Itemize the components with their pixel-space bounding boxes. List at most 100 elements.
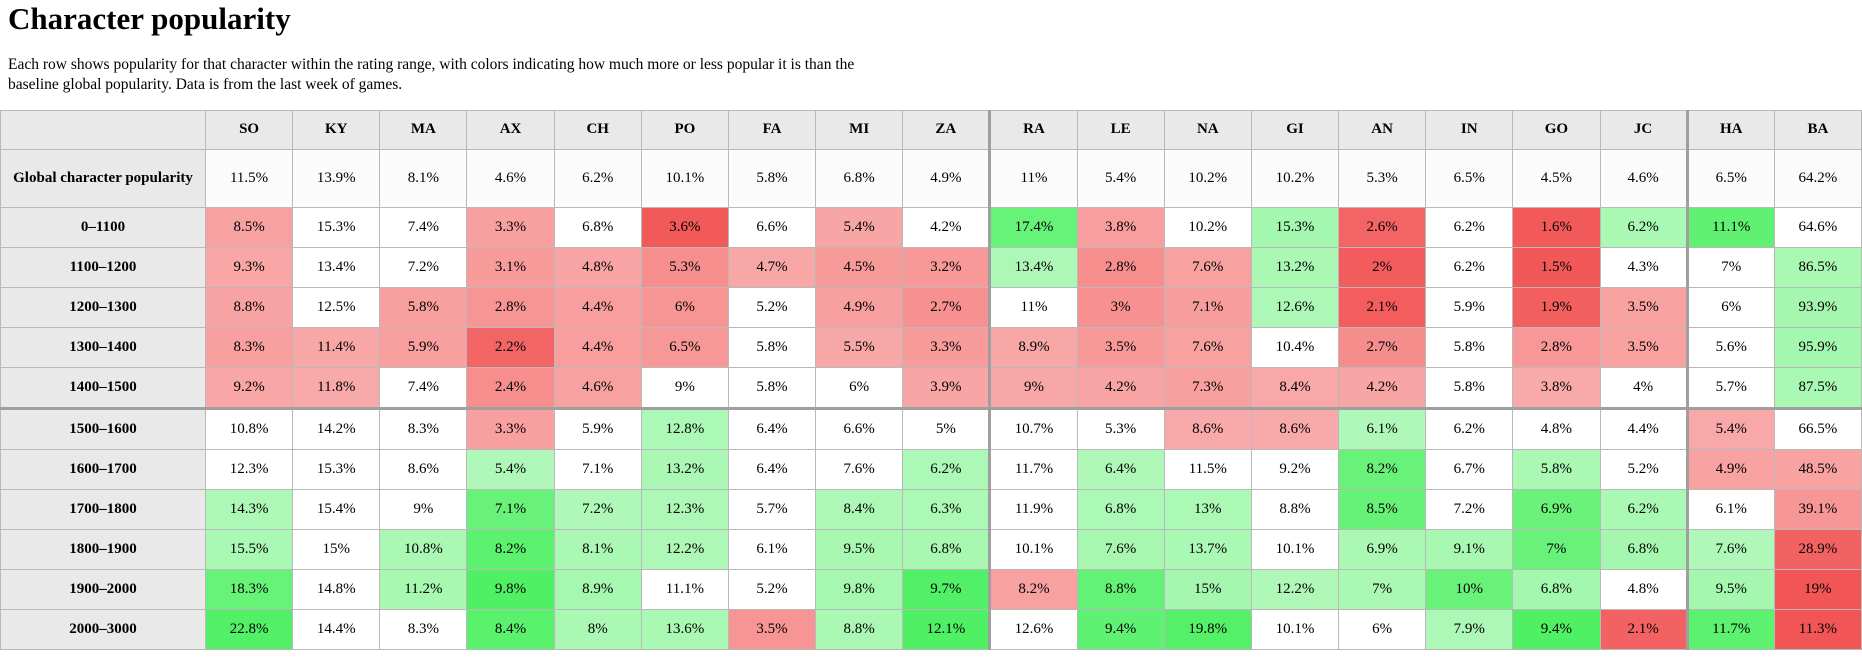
value-cell: 2.1% bbox=[1599, 608, 1688, 650]
value-cell: 13.7% bbox=[1163, 528, 1252, 570]
value-cell: 7.2% bbox=[1425, 488, 1514, 530]
value-cell: 5.8% bbox=[1425, 326, 1514, 368]
value-cell: 9% bbox=[640, 366, 729, 409]
value-cell: 7.1% bbox=[466, 488, 555, 530]
value-cell: 8.3% bbox=[379, 406, 468, 450]
value-cell: 8.4% bbox=[815, 488, 904, 530]
value-cell: 5.9% bbox=[1425, 286, 1514, 328]
value-cell: 3.8% bbox=[1512, 366, 1601, 409]
value-cell: 64.2% bbox=[1773, 148, 1862, 208]
value-cell: 6.2% bbox=[1425, 246, 1514, 288]
value-cell: 8.8% bbox=[815, 608, 904, 650]
value-cell: 6.8% bbox=[1599, 528, 1688, 570]
baseline-row: Global character popularity 11.5% 13.9% 8.1… bbox=[0, 148, 1862, 208]
value-cell: 15% bbox=[292, 528, 381, 570]
value-cell: 7.3% bbox=[1163, 366, 1252, 409]
rating-range-row: 1100–1200 9.3% 13.4% 7.2% 3.1% 4.8% 5.3% 4.7% 4.… bbox=[0, 246, 1862, 288]
value-cell: 18.3% bbox=[204, 568, 294, 610]
column-header-jc: JC bbox=[1599, 109, 1688, 150]
column-header-ax: AX bbox=[466, 109, 555, 150]
value-cell: 11.9% bbox=[988, 488, 1078, 530]
column-header-na: NA bbox=[1163, 109, 1252, 150]
value-cell: 10.4% bbox=[1250, 326, 1340, 368]
value-cell: 1.9% bbox=[1512, 286, 1601, 328]
value-cell: 13.4% bbox=[292, 246, 381, 288]
value-cell: 5.8% bbox=[379, 286, 468, 328]
value-cell: 6.1% bbox=[727, 528, 817, 570]
value-cell: 14.3% bbox=[204, 488, 294, 530]
value-cell: 19% bbox=[1773, 568, 1862, 610]
value-cell: 7.9% bbox=[1425, 608, 1514, 650]
value-cell: 3.5% bbox=[727, 608, 817, 650]
value-cell: 4.5% bbox=[815, 246, 904, 288]
value-cell: 2.7% bbox=[1338, 326, 1427, 368]
value-cell: 3.8% bbox=[1076, 206, 1165, 248]
value-cell: 8.3% bbox=[379, 608, 468, 650]
value-cell: 7.6% bbox=[1076, 528, 1165, 570]
value-cell: 11.5% bbox=[1163, 448, 1252, 490]
value-cell: 12.6% bbox=[1250, 286, 1340, 328]
value-cell: 12.2% bbox=[640, 528, 729, 570]
value-cell: 6.4% bbox=[727, 406, 817, 450]
value-cell: 11.7% bbox=[988, 448, 1078, 490]
value-cell: 11.3% bbox=[1773, 608, 1862, 650]
value-cell: 15.3% bbox=[292, 206, 381, 248]
value-cell: 7.6% bbox=[1163, 246, 1252, 288]
value-cell: 6.2% bbox=[553, 148, 642, 208]
value-cell: 14.8% bbox=[292, 568, 381, 610]
value-cell: 9.8% bbox=[815, 568, 904, 610]
value-cell: 5.4% bbox=[1076, 148, 1165, 208]
column-header-le: LE bbox=[1076, 109, 1165, 150]
rating-range-label: 1100–1200 bbox=[0, 246, 206, 288]
value-cell: 8.1% bbox=[379, 148, 468, 208]
value-cell: 11.5% bbox=[204, 148, 294, 208]
value-cell: 12.5% bbox=[292, 286, 381, 328]
value-cell: 3.6% bbox=[640, 206, 729, 248]
value-cell: 8.6% bbox=[1250, 406, 1340, 450]
baseline-label: Global character popularity bbox=[0, 148, 206, 208]
value-cell: 15.3% bbox=[292, 448, 381, 490]
rating-range-label: 2000–3000 bbox=[0, 608, 206, 650]
value-cell: 3.3% bbox=[466, 406, 555, 450]
value-cell: 13% bbox=[1163, 488, 1252, 530]
column-header-ma: MA bbox=[379, 109, 468, 150]
value-cell: 12.1% bbox=[902, 608, 991, 650]
page-title: Character popularity bbox=[8, 1, 291, 36]
value-cell: 3.9% bbox=[902, 366, 991, 409]
column-header-ch: CH bbox=[553, 109, 642, 150]
value-cell: 7.1% bbox=[1163, 286, 1252, 328]
value-cell: 7.1% bbox=[553, 448, 642, 490]
value-cell: 6.9% bbox=[1338, 528, 1427, 570]
character-popularity-table: SO KY MA AX CH PO FA MI ZA RA LE NA GI AN IN GO JC HA BA G… bbox=[0, 109, 1862, 650]
value-cell: 10.8% bbox=[379, 528, 468, 570]
rating-range-label: 1400–1500 bbox=[0, 366, 206, 409]
value-cell: 10.1% bbox=[640, 148, 729, 208]
rating-range-label: 1200–1300 bbox=[0, 286, 206, 328]
value-cell: 7% bbox=[1512, 528, 1601, 570]
value-cell: 6.6% bbox=[727, 206, 817, 248]
rating-range-row: 1200–1300 8.8% 12.5% 5.8% 2.8% 4.4% 6% 5.2% 4.9%… bbox=[0, 286, 1862, 328]
value-cell: 9.5% bbox=[1685, 568, 1775, 610]
value-cell: 3.5% bbox=[1076, 326, 1165, 368]
value-cell: 4.2% bbox=[1338, 366, 1427, 409]
value-cell: 3.5% bbox=[1599, 286, 1688, 328]
value-cell: 19.8% bbox=[1163, 608, 1252, 650]
value-cell: 95.9% bbox=[1773, 326, 1862, 368]
column-header-an: AN bbox=[1338, 109, 1427, 150]
value-cell: 10.2% bbox=[1163, 206, 1252, 248]
value-cell: 6% bbox=[640, 286, 729, 328]
value-cell: 15.3% bbox=[1250, 206, 1340, 248]
rating-range-label: 1600–1700 bbox=[0, 448, 206, 490]
value-cell: 6% bbox=[1338, 608, 1427, 650]
value-cell: 4.6% bbox=[1599, 148, 1688, 208]
rating-range-row: 1400–1500 9.2% 11.8% 7.4% 2.4% 4.6% 9% 5.8% 6% 3.… bbox=[0, 366, 1862, 409]
value-cell: 7% bbox=[1338, 568, 1427, 610]
value-cell: 7.2% bbox=[379, 246, 468, 288]
value-cell: 6.4% bbox=[727, 448, 817, 490]
rating-range-label: 1800–1900 bbox=[0, 528, 206, 570]
value-cell: 5.4% bbox=[1685, 406, 1775, 450]
rating-range-label: 1700–1800 bbox=[0, 488, 206, 530]
value-cell: 8.4% bbox=[1250, 366, 1340, 409]
value-cell: 5.2% bbox=[727, 568, 817, 610]
value-cell: 4.9% bbox=[1685, 448, 1775, 490]
